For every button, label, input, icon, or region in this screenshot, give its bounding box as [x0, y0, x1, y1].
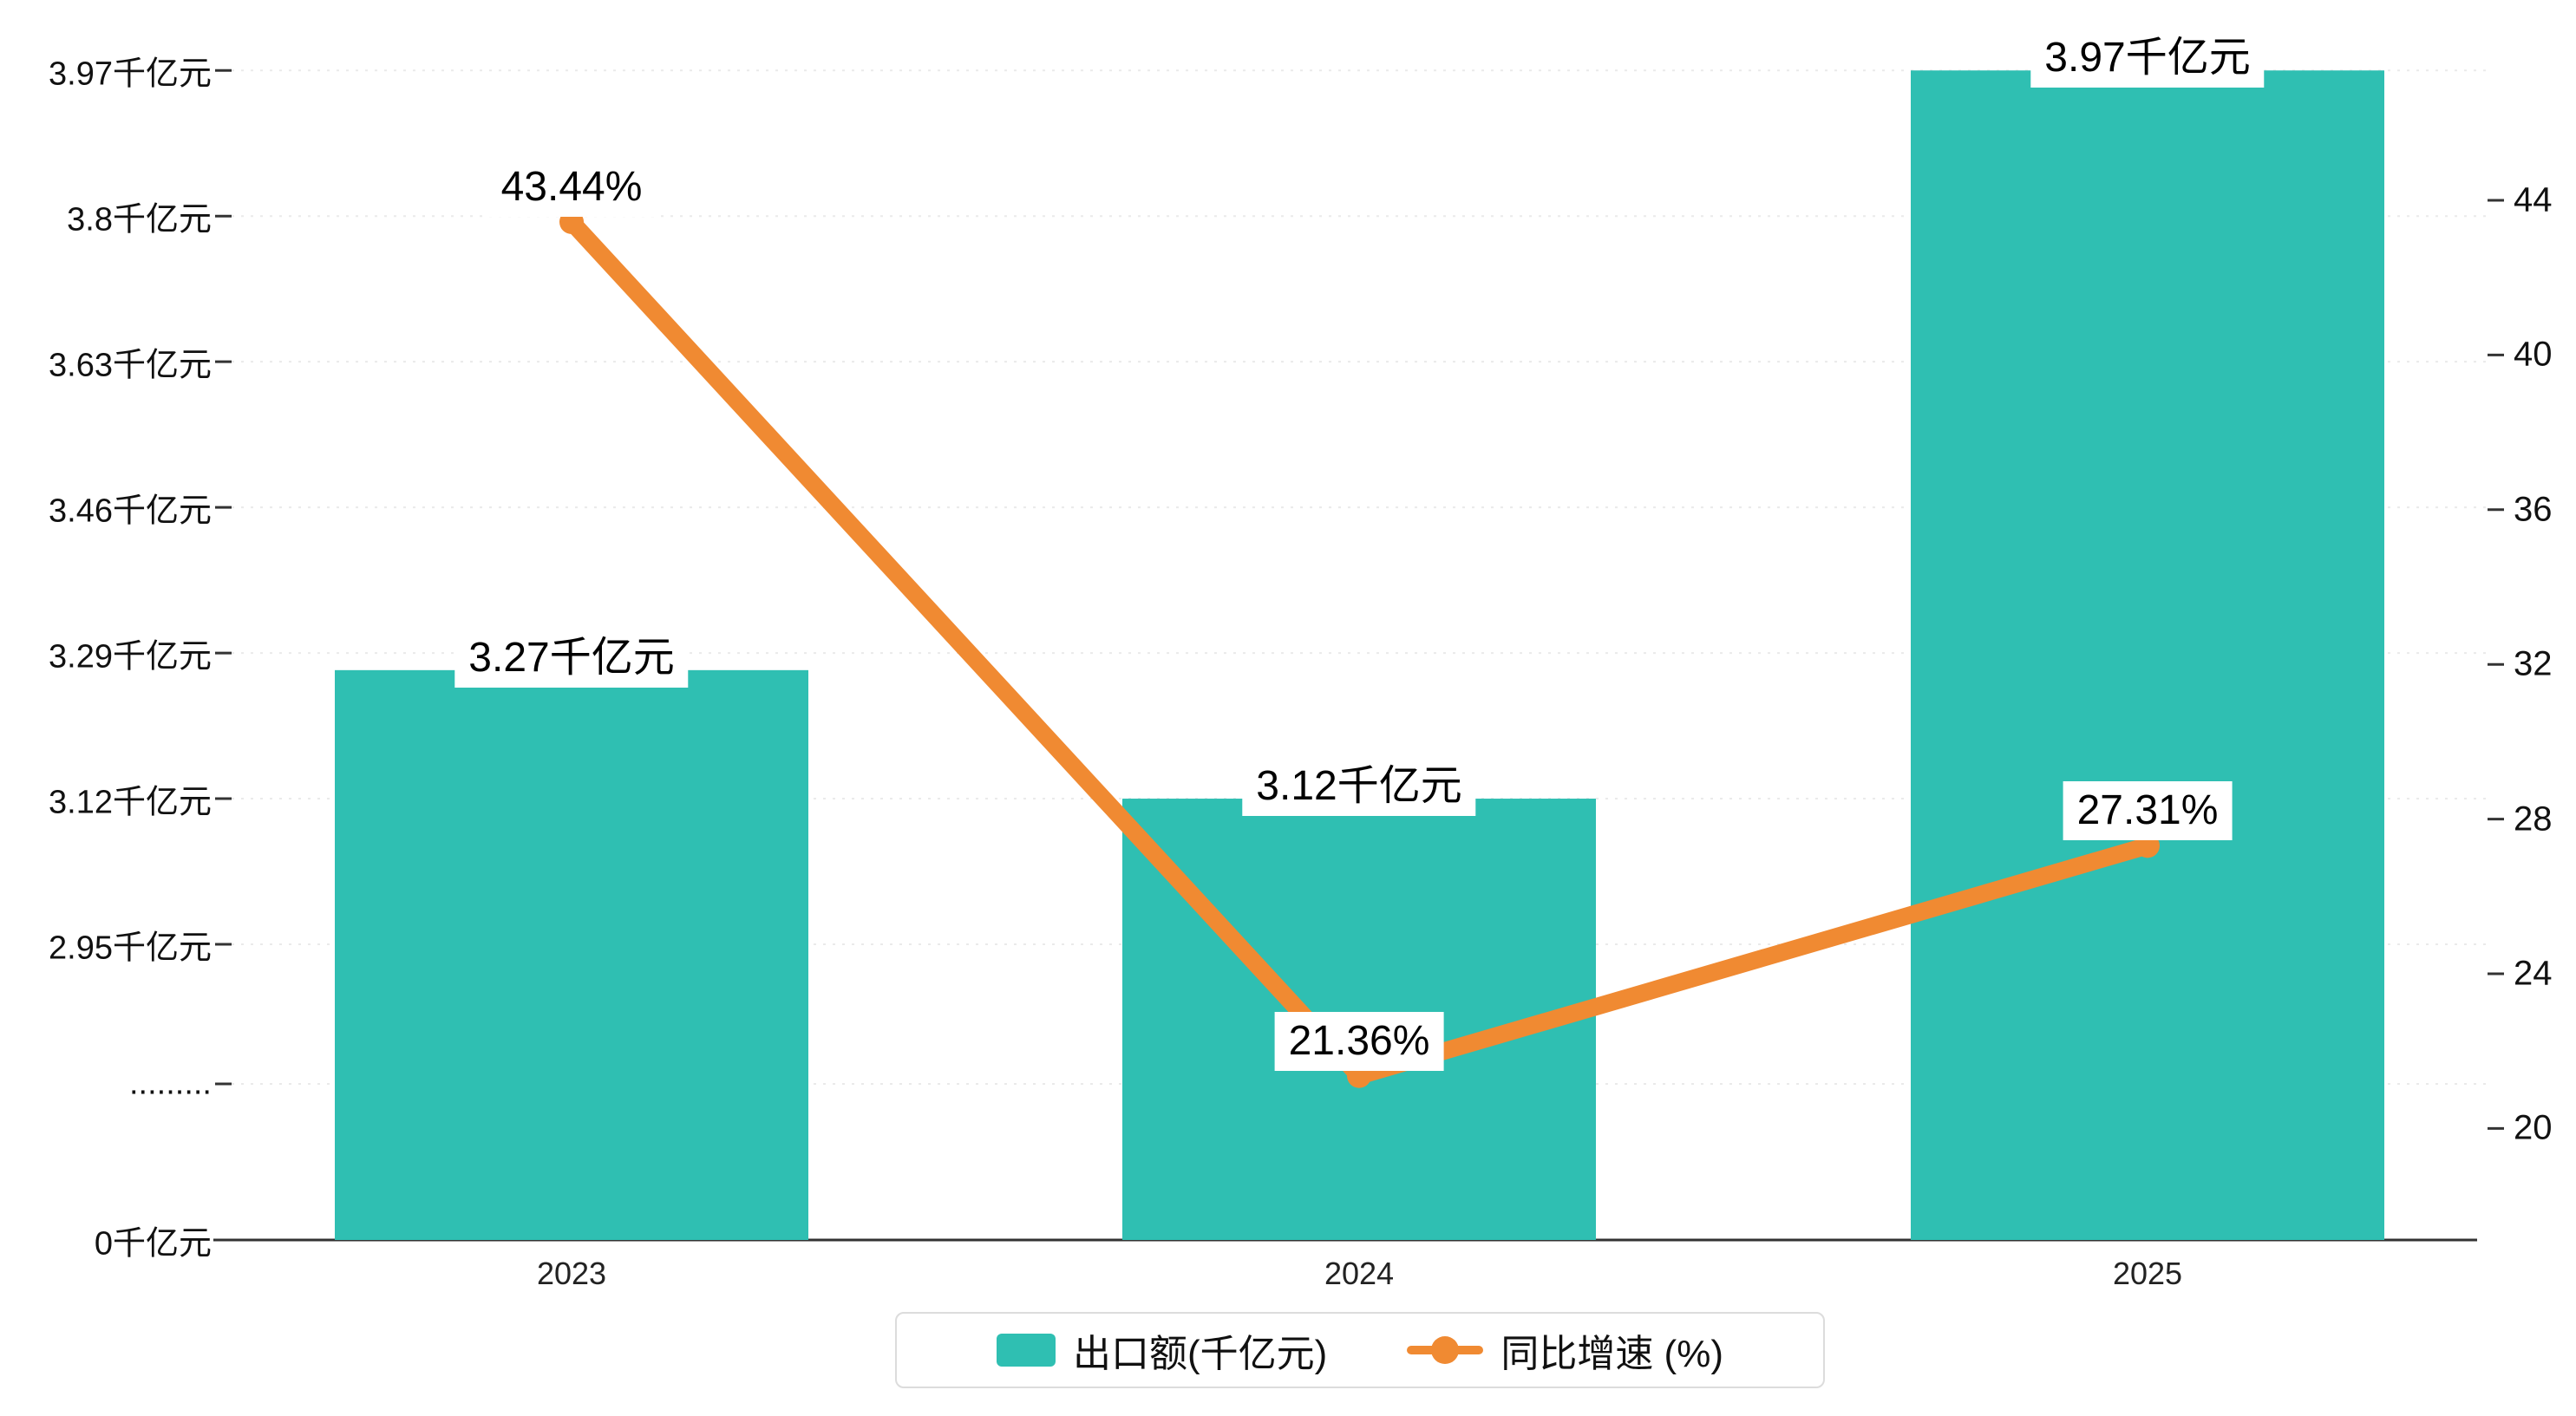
right-axis-tick-label: 40 [2514, 335, 2553, 374]
x-axis-label-2024: 2024 [1324, 1256, 1395, 1291]
legend-item-label: 出口额(千亿元) [1073, 1333, 1328, 1375]
left-axis-tick-label: 2.95千亿元 [49, 930, 212, 967]
left-axis-tick-label: 3.46千亿元 [49, 493, 212, 530]
x-axis-label-2023: 2023 [536, 1256, 607, 1291]
x-axis-label-2025: 2025 [2112, 1256, 2183, 1291]
right-axis-tick-label: 32 [2514, 644, 2553, 683]
left-axis-tick-label: 3.8千亿元 [67, 201, 212, 238]
bar-value-label-2025: 3.97千亿元 [2030, 29, 2265, 88]
right-axis-tick-label: 24 [2514, 954, 2553, 993]
legend-line-dot-icon [1431, 1336, 1460, 1364]
legend-item-label: 同比增速 (%) [1500, 1333, 1723, 1375]
growth-value-label-2025: 27.31% [2063, 781, 2233, 841]
left-axis-tick-label: 0千亿元 [94, 1225, 212, 1263]
growth-value-label-2023: 43.44% [487, 157, 657, 217]
legend-bar-swatch-icon [997, 1334, 1056, 1367]
bar-2025[interactable] [1911, 70, 2384, 1241]
bar-value-label-2024: 3.12千亿元 [1242, 757, 1476, 817]
left-axis-tick-label: 3.29千亿元 [49, 638, 212, 675]
legend: 出口额(千亿元) 同比增速 (%) [895, 1312, 1825, 1388]
growth-value-label-2024: 21.36% [1274, 1011, 1444, 1071]
legend-item-growth[interactable]: 同比增速 (%) [1407, 1322, 1723, 1378]
right-axis-tick-label: 44 [2514, 180, 2553, 219]
legend-item-export[interactable]: 出口额(千亿元) [997, 1322, 1327, 1378]
right-axis-tick-label: 36 [2514, 490, 2553, 529]
legend-line-marker-icon [1407, 1336, 1484, 1364]
left-axis-tick-label: 3.12千亿元 [49, 784, 212, 821]
bar-value-label-2023: 3.27千亿元 [454, 628, 689, 688]
left-axis-tick-label: 3.63千亿元 [49, 347, 212, 384]
bar-2023[interactable] [335, 669, 808, 1240]
left-axis-tick-label: 3.97千亿元 [49, 55, 212, 93]
right-axis-tick-label: 28 [2514, 799, 2553, 839]
right-axis-tick-label: 20 [2514, 1108, 2553, 1147]
left-axis-break-label: ......... [128, 1065, 212, 1102]
